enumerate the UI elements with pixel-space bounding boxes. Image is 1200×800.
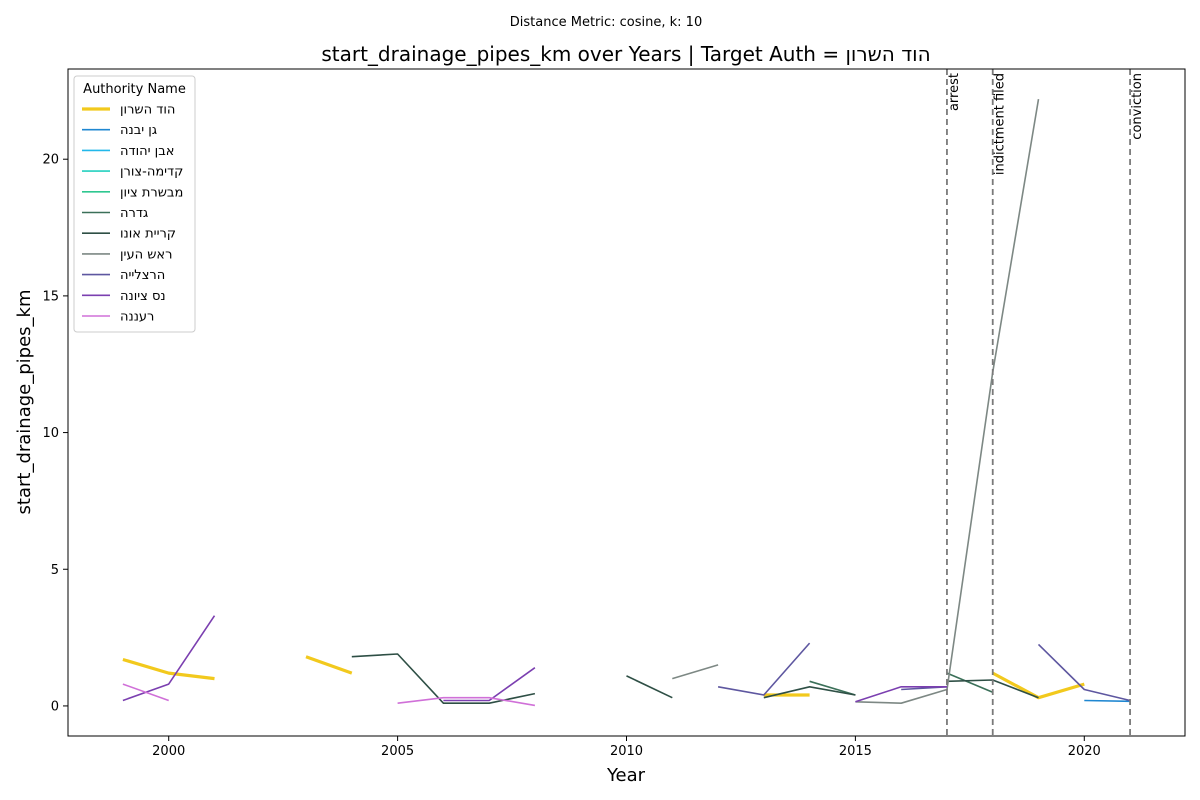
y-tick-label: 15	[42, 289, 59, 304]
legend-label: אבן יהודה	[120, 144, 174, 159]
plot-area: arrest indictment filed conviction	[67, 68, 1186, 737]
x-tick-label: 2010	[610, 744, 643, 759]
y-axis-label: start_drainage_pipes_km	[14, 290, 35, 515]
series-line-10-0	[122, 683, 169, 702]
series-line-6-2	[763, 685, 856, 699]
legend-label: גן יבנה	[120, 123, 157, 138]
series-line-0-0	[122, 657, 215, 681]
event-label: indictment filed	[993, 73, 1008, 175]
legend-title: Authority Name	[83, 82, 186, 97]
series-line-9-1	[443, 667, 536, 702]
series-line-7-0	[672, 664, 719, 680]
y-tick-label: 5	[51, 563, 59, 578]
y-axis-ticks: 0 5 10 15 20	[42, 153, 68, 714]
series-line-10-1	[397, 696, 536, 707]
x-tick-label: 2020	[1068, 744, 1101, 759]
x-axis-ticks: 2000 2005 2010 2015 2020	[152, 736, 1101, 759]
x-tick-label: 2000	[152, 744, 185, 759]
x-axis-label: Year	[606, 765, 646, 786]
legend-box	[73, 75, 196, 333]
series-line-9-0	[122, 615, 216, 702]
legend-label: קדימה-צורן	[120, 165, 183, 180]
legend-label: נס ציונה	[120, 289, 166, 304]
series-line-5-1	[946, 672, 994, 694]
legend-items: הוד השרון גן יבנה אבן יהודה קדימה-צורן מבשרת…	[82, 103, 183, 325]
series-line-0-1	[305, 655, 353, 675]
legend-label: הרצלייה	[120, 268, 165, 283]
legend-label: גדרה	[120, 206, 148, 221]
legend-label: ראש העין	[120, 247, 172, 262]
legend-label: מבשרת ציון	[120, 185, 183, 200]
series-line-6-1	[626, 675, 673, 699]
chart-title: start_drainage_pipes_km over Years | Tar…	[321, 42, 930, 66]
legend-label: הוד השרון	[120, 103, 175, 118]
series-line-8-2	[1037, 643, 1131, 702]
series-line-5-0	[809, 680, 856, 696]
series-line-8-0	[717, 642, 811, 696]
x-tick-label: 2005	[381, 744, 414, 759]
plot-frame	[68, 69, 1185, 736]
legend-label: רעננה	[120, 310, 154, 325]
legend: Authority Name הוד השרון גן יבנה אבן יהודה…	[73, 75, 196, 333]
series-line-9-2	[855, 685, 947, 703]
legend-label: קריית אונו	[120, 227, 176, 242]
chart-suptitle: Distance Metric: cosine, k: 10	[510, 15, 702, 30]
event-markers: arrest indictment filed conviction	[946, 69, 1145, 736]
event-label: conviction	[1130, 73, 1145, 140]
event-label: arrest	[947, 73, 962, 111]
series-line-7-1	[855, 688, 948, 705]
y-tick-label: 0	[51, 699, 59, 714]
y-tick-label: 20	[42, 153, 59, 168]
series-line-1-0	[1084, 699, 1131, 703]
x-tick-label: 2015	[839, 744, 872, 759]
y-tick-label: 10	[42, 426, 59, 441]
